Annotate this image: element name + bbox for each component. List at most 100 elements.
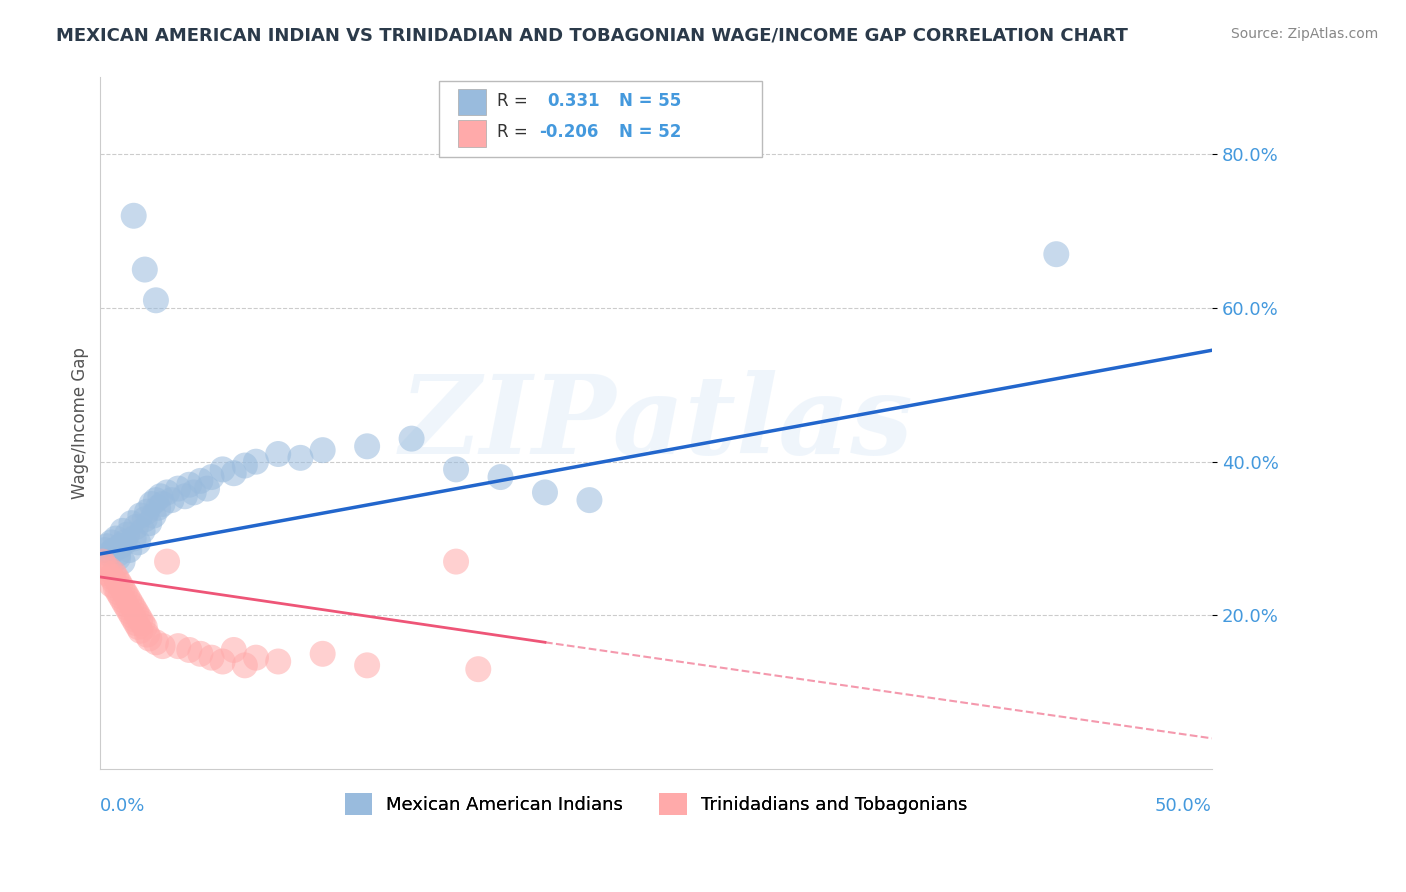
Point [173,489,195,503]
Text: 0.0%: 0.0% [100,797,146,814]
Point [156,485,179,500]
Point [111,524,134,538]
Point [121,516,143,531]
Point [190,647,212,661]
Point [149,489,172,503]
Point [356,439,378,453]
Point [122,532,145,546]
Point [145,493,167,508]
Point [179,643,201,657]
Point [111,593,134,607]
Point [91,555,114,569]
FancyBboxPatch shape [440,81,762,157]
Point [267,655,290,669]
Point [125,616,148,631]
Point [152,639,174,653]
Point [127,535,149,549]
Y-axis label: Wage/Income Gap: Wage/Income Gap [72,347,89,500]
Point [111,582,134,596]
Point [211,655,233,669]
Point [98,562,121,576]
Point [467,662,489,676]
Point [110,539,132,553]
Point [94,543,117,558]
Point [104,582,127,596]
Text: R =: R = [498,92,527,110]
Text: R =: R = [498,123,527,141]
Point [103,566,125,581]
Point [222,467,245,481]
Point [138,632,160,646]
Point [107,547,129,561]
Point [233,658,256,673]
Point [103,574,125,588]
Point [118,605,141,619]
Point [489,470,512,484]
Legend: Mexican American Indians, Trinidadians and Tobagonians: Mexican American Indians, Trinidadians a… [337,786,974,822]
Point [195,482,218,496]
Point [122,600,145,615]
Point [152,497,174,511]
Point [129,624,152,638]
Point [107,585,129,599]
Point [200,650,222,665]
Point [134,620,156,634]
Point [110,589,132,603]
Point [121,608,143,623]
Point [167,639,190,653]
FancyBboxPatch shape [458,89,486,115]
Point [107,574,129,588]
Text: MEXICAN AMERICAN INDIAN VS TRINIDADIAN AND TOBAGONIAN WAGE/INCOME GAP CORRELATIO: MEXICAN AMERICAN INDIAN VS TRINIDADIAN A… [56,27,1128,45]
Point [534,485,557,500]
Point [115,589,138,603]
Point [96,539,118,553]
Point [141,497,163,511]
Point [1045,247,1067,261]
Point [125,520,148,534]
Text: N = 52: N = 52 [620,123,682,141]
Point [110,577,132,591]
Point [146,500,169,515]
Point [129,508,152,523]
Point [290,450,312,465]
Point [115,527,138,541]
Point [200,470,222,484]
Point [100,577,122,591]
Point [121,597,143,611]
Point [107,550,129,565]
Point [131,524,153,538]
Point [167,482,190,496]
Text: N = 55: N = 55 [620,92,682,110]
Point [136,505,159,519]
Point [145,635,167,649]
Point [211,462,233,476]
Point [122,612,145,626]
Point [444,462,467,476]
Point [578,493,600,508]
Text: ZIPatlas: ZIPatlas [399,369,912,477]
Text: 50.0%: 50.0% [1156,797,1212,814]
Point [115,600,138,615]
Point [118,593,141,607]
Point [104,570,127,584]
Point [103,543,125,558]
Point [138,516,160,531]
Point [245,455,267,469]
Point [136,627,159,641]
Point [134,262,156,277]
Point [127,620,149,634]
Point [129,612,152,626]
Point [179,477,201,491]
Point [156,555,179,569]
FancyBboxPatch shape [458,120,486,146]
Point [222,643,245,657]
Point [183,485,205,500]
Point [122,209,145,223]
Text: Source: ZipAtlas.com: Source: ZipAtlas.com [1230,27,1378,41]
Text: 0.331: 0.331 [547,92,600,110]
Point [233,458,256,473]
Point [401,432,423,446]
Point [118,543,141,558]
Point [142,508,165,523]
Point [98,547,121,561]
